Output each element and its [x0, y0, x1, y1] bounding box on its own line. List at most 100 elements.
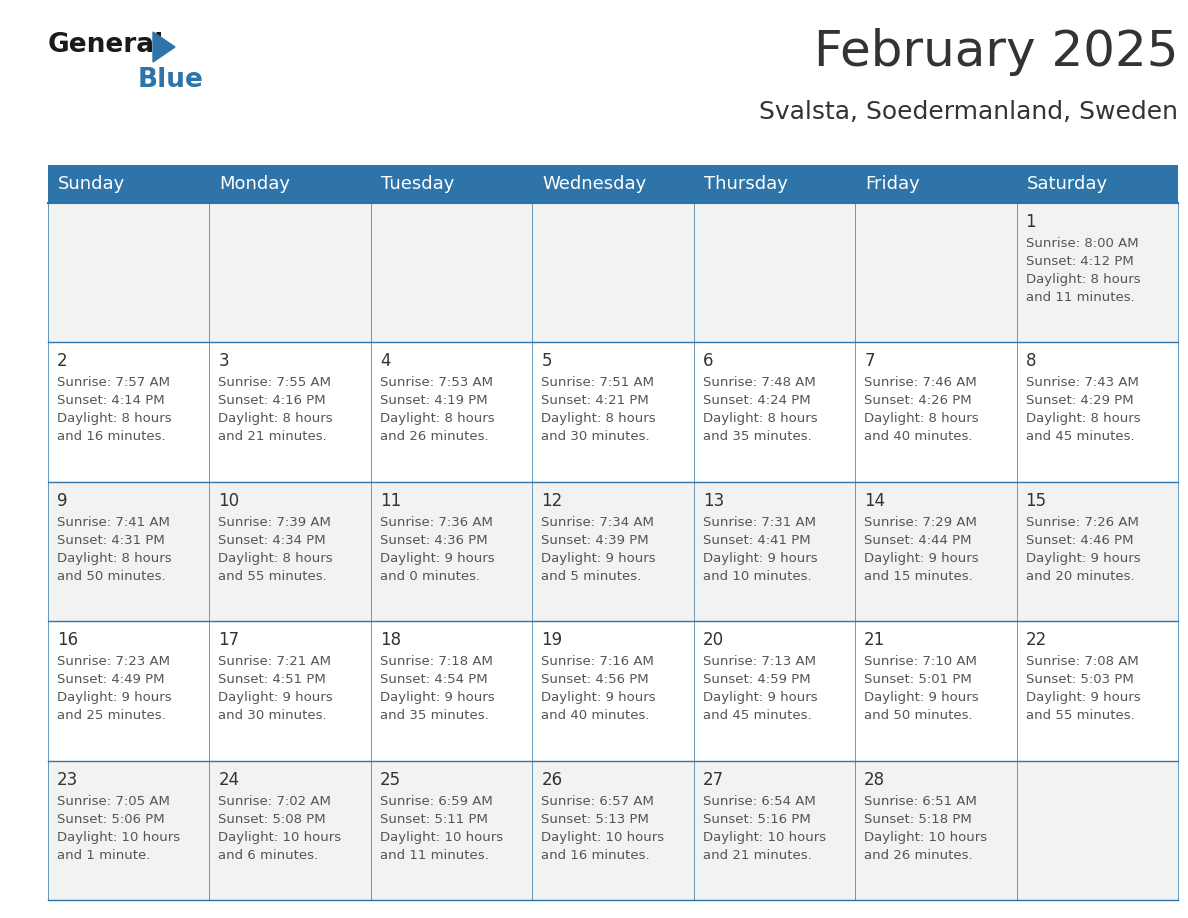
- Text: Blue: Blue: [138, 67, 204, 93]
- Text: Sunset: 4:26 PM: Sunset: 4:26 PM: [864, 395, 972, 408]
- Text: Daylight: 9 hours: Daylight: 9 hours: [219, 691, 333, 704]
- Text: Sunset: 5:13 PM: Sunset: 5:13 PM: [542, 812, 649, 825]
- Text: and 26 minutes.: and 26 minutes.: [380, 431, 488, 443]
- Text: Sunset: 4:14 PM: Sunset: 4:14 PM: [57, 395, 165, 408]
- Text: Daylight: 10 hours: Daylight: 10 hours: [703, 831, 826, 844]
- Text: Thursday: Thursday: [703, 175, 788, 193]
- Bar: [48, 203, 1178, 342]
- Polygon shape: [153, 32, 175, 62]
- Text: Sunrise: 7:41 AM: Sunrise: 7:41 AM: [57, 516, 170, 529]
- Text: 18: 18: [380, 632, 402, 649]
- Text: 8: 8: [1025, 353, 1036, 370]
- Bar: [48, 761, 1178, 900]
- Text: Daylight: 8 hours: Daylight: 8 hours: [864, 412, 979, 425]
- Text: 21: 21: [864, 632, 885, 649]
- Text: Sunset: 5:16 PM: Sunset: 5:16 PM: [703, 812, 810, 825]
- Text: 3: 3: [219, 353, 229, 370]
- Text: Sunset: 5:18 PM: Sunset: 5:18 PM: [864, 812, 972, 825]
- Text: Daylight: 9 hours: Daylight: 9 hours: [864, 691, 979, 704]
- Text: 26: 26: [542, 770, 562, 789]
- Text: 28: 28: [864, 770, 885, 789]
- Text: Sunrise: 7:13 AM: Sunrise: 7:13 AM: [703, 655, 816, 668]
- Text: Daylight: 9 hours: Daylight: 9 hours: [57, 691, 171, 704]
- Text: Sunrise: 8:00 AM: Sunrise: 8:00 AM: [1025, 237, 1138, 250]
- Text: Sunset: 4:46 PM: Sunset: 4:46 PM: [1025, 533, 1133, 547]
- Text: Daylight: 8 hours: Daylight: 8 hours: [219, 412, 333, 425]
- Text: Daylight: 10 hours: Daylight: 10 hours: [380, 831, 503, 844]
- Text: Sunrise: 7:05 AM: Sunrise: 7:05 AM: [57, 795, 170, 808]
- Text: Sunrise: 7:18 AM: Sunrise: 7:18 AM: [380, 655, 493, 668]
- Text: Sunset: 4:12 PM: Sunset: 4:12 PM: [1025, 255, 1133, 268]
- Text: Daylight: 9 hours: Daylight: 9 hours: [864, 552, 979, 565]
- Text: 6: 6: [703, 353, 713, 370]
- Text: 5: 5: [542, 353, 551, 370]
- Text: Sunrise: 7:55 AM: Sunrise: 7:55 AM: [219, 376, 331, 389]
- Text: and 16 minutes.: and 16 minutes.: [542, 848, 650, 862]
- Text: Sunrise: 7:31 AM: Sunrise: 7:31 AM: [703, 516, 816, 529]
- Text: 19: 19: [542, 632, 562, 649]
- Text: Sunset: 4:39 PM: Sunset: 4:39 PM: [542, 533, 649, 547]
- Text: Sunset: 4:19 PM: Sunset: 4:19 PM: [380, 395, 487, 408]
- Text: Sunrise: 7:21 AM: Sunrise: 7:21 AM: [219, 655, 331, 668]
- Text: and 0 minutes.: and 0 minutes.: [380, 570, 480, 583]
- Text: Daylight: 8 hours: Daylight: 8 hours: [57, 552, 171, 565]
- Text: 9: 9: [57, 492, 68, 509]
- Text: Sunrise: 6:59 AM: Sunrise: 6:59 AM: [380, 795, 493, 808]
- Text: Sunset: 5:03 PM: Sunset: 5:03 PM: [1025, 673, 1133, 686]
- Text: Sunset: 4:44 PM: Sunset: 4:44 PM: [864, 533, 972, 547]
- Text: 7: 7: [864, 353, 874, 370]
- Text: Sunset: 4:34 PM: Sunset: 4:34 PM: [219, 533, 326, 547]
- Text: Daylight: 10 hours: Daylight: 10 hours: [542, 831, 664, 844]
- Text: Sunset: 4:24 PM: Sunset: 4:24 PM: [703, 395, 810, 408]
- Text: Sunrise: 7:48 AM: Sunrise: 7:48 AM: [703, 376, 815, 389]
- Text: Sunset: 4:54 PM: Sunset: 4:54 PM: [380, 673, 487, 686]
- Text: Sunrise: 7:51 AM: Sunrise: 7:51 AM: [542, 376, 655, 389]
- Text: 14: 14: [864, 492, 885, 509]
- Text: 25: 25: [380, 770, 402, 789]
- Text: Sunrise: 7:26 AM: Sunrise: 7:26 AM: [1025, 516, 1138, 529]
- Text: 20: 20: [703, 632, 723, 649]
- Text: Sunrise: 7:02 AM: Sunrise: 7:02 AM: [219, 795, 331, 808]
- Text: Daylight: 8 hours: Daylight: 8 hours: [1025, 412, 1140, 425]
- Text: and 10 minutes.: and 10 minutes.: [703, 570, 811, 583]
- Text: Sunset: 4:41 PM: Sunset: 4:41 PM: [703, 533, 810, 547]
- Text: Daylight: 8 hours: Daylight: 8 hours: [542, 412, 656, 425]
- Text: 24: 24: [219, 770, 240, 789]
- Text: and 6 minutes.: and 6 minutes.: [219, 848, 318, 862]
- Text: Sunset: 4:16 PM: Sunset: 4:16 PM: [219, 395, 326, 408]
- Text: and 50 minutes.: and 50 minutes.: [57, 570, 165, 583]
- Text: Sunrise: 6:51 AM: Sunrise: 6:51 AM: [864, 795, 977, 808]
- Text: Sunset: 4:21 PM: Sunset: 4:21 PM: [542, 395, 649, 408]
- Text: 22: 22: [1025, 632, 1047, 649]
- Bar: [48, 165, 1178, 203]
- Text: Sunrise: 7:23 AM: Sunrise: 7:23 AM: [57, 655, 170, 668]
- Text: Sunset: 4:56 PM: Sunset: 4:56 PM: [542, 673, 649, 686]
- Text: and 45 minutes.: and 45 minutes.: [1025, 431, 1135, 443]
- Text: and 30 minutes.: and 30 minutes.: [542, 431, 650, 443]
- Text: 4: 4: [380, 353, 391, 370]
- Text: Daylight: 8 hours: Daylight: 8 hours: [703, 412, 817, 425]
- Text: 27: 27: [703, 770, 723, 789]
- Text: and 45 minutes.: and 45 minutes.: [703, 710, 811, 722]
- Text: and 21 minutes.: and 21 minutes.: [219, 431, 327, 443]
- Text: Tuesday: Tuesday: [381, 175, 454, 193]
- Text: and 40 minutes.: and 40 minutes.: [864, 431, 973, 443]
- Text: Sunset: 5:08 PM: Sunset: 5:08 PM: [219, 812, 326, 825]
- Text: Sunset: 4:49 PM: Sunset: 4:49 PM: [57, 673, 164, 686]
- Text: Sunset: 5:01 PM: Sunset: 5:01 PM: [864, 673, 972, 686]
- Text: 10: 10: [219, 492, 240, 509]
- Text: and 16 minutes.: and 16 minutes.: [57, 431, 165, 443]
- Text: Sunrise: 7:36 AM: Sunrise: 7:36 AM: [380, 516, 493, 529]
- Text: Saturday: Saturday: [1026, 175, 1107, 193]
- Text: Sunset: 4:31 PM: Sunset: 4:31 PM: [57, 533, 165, 547]
- Text: 17: 17: [219, 632, 240, 649]
- Bar: [48, 482, 1178, 621]
- Text: Svalsta, Soedermanland, Sweden: Svalsta, Soedermanland, Sweden: [759, 100, 1178, 124]
- Text: Wednesday: Wednesday: [542, 175, 646, 193]
- Text: Sunrise: 6:54 AM: Sunrise: 6:54 AM: [703, 795, 815, 808]
- Text: 16: 16: [57, 632, 78, 649]
- Text: and 11 minutes.: and 11 minutes.: [380, 848, 488, 862]
- Text: Daylight: 9 hours: Daylight: 9 hours: [380, 691, 494, 704]
- Text: 15: 15: [1025, 492, 1047, 509]
- Text: Daylight: 9 hours: Daylight: 9 hours: [1025, 691, 1140, 704]
